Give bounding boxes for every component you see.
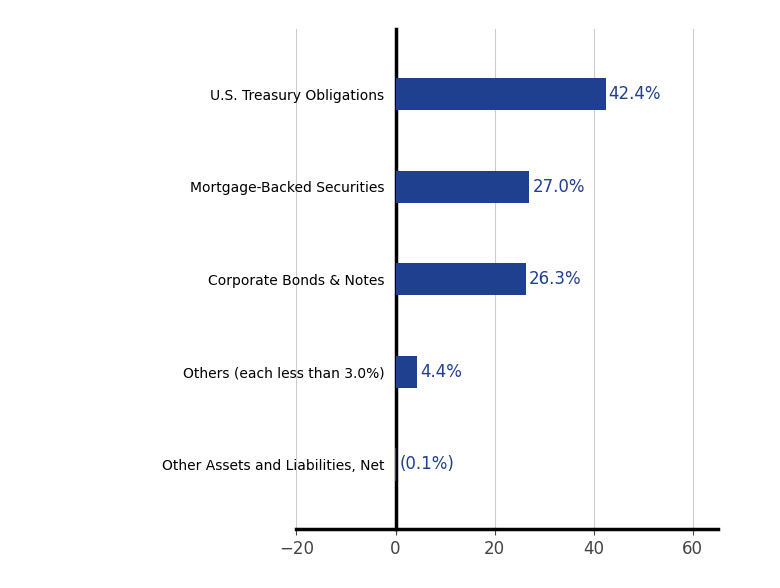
Bar [395, 78, 605, 111]
Bar [395, 171, 530, 203]
Text: 42.4%: 42.4% [608, 85, 661, 103]
Text: 26.3%: 26.3% [529, 270, 581, 288]
Text: (0.1%): (0.1%) [399, 456, 454, 473]
Text: 27.0%: 27.0% [532, 178, 585, 196]
Bar [395, 356, 417, 388]
Bar [395, 263, 526, 296]
Text: 4.4%: 4.4% [420, 363, 463, 381]
